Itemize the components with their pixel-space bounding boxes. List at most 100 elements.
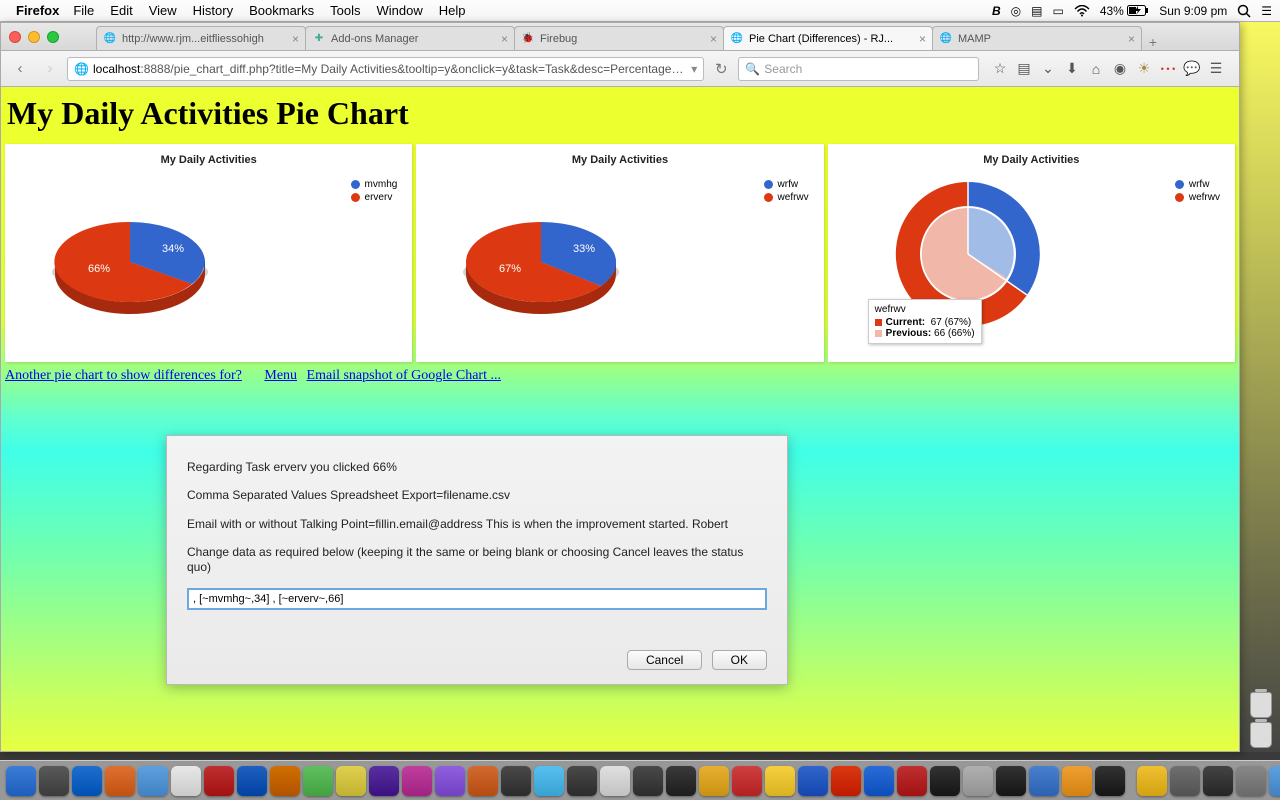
tab-close-icon[interactable]: × <box>501 32 508 46</box>
dropdown-icon[interactable]: ▾ <box>691 62 697 76</box>
dock-app-icon[interactable] <box>930 766 960 796</box>
legend-label: wrfw <box>778 179 799 190</box>
search-input[interactable]: 🔍 Search <box>738 57 979 81</box>
menu-tools[interactable]: Tools <box>330 3 360 18</box>
dock-app-icon[interactable] <box>1029 766 1059 796</box>
dock-app-icon[interactable] <box>303 766 333 796</box>
dock-app-icon[interactable] <box>468 766 498 796</box>
dock-app-icon[interactable] <box>435 766 465 796</box>
tooltip-swatch <box>875 319 882 326</box>
tab-4[interactable]: 🌐Pie Chart (Differences) - RJ...× <box>723 26 933 50</box>
dock-app-icon[interactable] <box>501 766 531 796</box>
sync-icon[interactable]: ◉ <box>1111 60 1129 78</box>
downloads-icon[interactable]: ⬇ <box>1063 60 1081 78</box>
dock-app-icon[interactable] <box>1203 766 1233 796</box>
menu-edit[interactable]: Edit <box>110 3 132 18</box>
ok-button[interactable]: OK <box>712 650 767 670</box>
dock-app-icon[interactable] <box>171 766 201 796</box>
pie-chart-1[interactable]: 34% 66% <box>35 184 235 344</box>
reader-icon[interactable]: ▤ <box>1015 60 1033 78</box>
dock-app-icon[interactable] <box>600 766 630 796</box>
dock-app-icon[interactable] <box>138 766 168 796</box>
dock-app-icon[interactable] <box>897 766 927 796</box>
dock-app-icon[interactable] <box>204 766 234 796</box>
dock-app-icon[interactable] <box>6 766 36 796</box>
dialog-text-4: Change data as required below (keeping i… <box>187 545 767 574</box>
dock-app-icon[interactable] <box>1170 766 1200 796</box>
menu-window[interactable]: Window <box>377 3 423 18</box>
dock-app-icon[interactable] <box>732 766 762 796</box>
menu-file[interactable]: File <box>73 3 94 18</box>
dock-app-icon[interactable] <box>402 766 432 796</box>
link-email[interactable]: Email snapshot of Google Chart ... <box>307 368 501 383</box>
status-b-icon[interactable]: B <box>992 4 1001 18</box>
tab-close-icon[interactable]: × <box>710 32 717 46</box>
window-minimize-button[interactable] <box>28 31 40 43</box>
dock-app-icon[interactable] <box>1062 766 1092 796</box>
dock-app-icon[interactable] <box>666 766 696 796</box>
status-battery[interactable]: 43% <box>1100 4 1149 18</box>
status-circle-icon[interactable]: ◎ <box>1011 4 1021 18</box>
link-menu[interactable]: Menu <box>264 368 297 383</box>
dock-app-icon[interactable] <box>633 766 663 796</box>
reload-button[interactable]: ↻ <box>708 56 734 82</box>
dock-app-icon[interactable] <box>963 766 993 796</box>
status-airplay-icon[interactable]: ▭ <box>1052 4 1063 18</box>
ext1-icon[interactable]: ☀ <box>1135 60 1153 78</box>
dock-app-icon[interactable] <box>798 766 828 796</box>
ext2-icon[interactable]: • • • <box>1159 60 1177 78</box>
window-maximize-button[interactable] <box>47 31 59 43</box>
back-button[interactable]: ‹ <box>7 56 33 82</box>
dock-app-icon[interactable] <box>39 766 69 796</box>
dock-app-icon[interactable] <box>1095 766 1125 796</box>
app-name[interactable]: Firefox <box>16 3 59 18</box>
dock-app-icon[interactable] <box>1137 766 1167 796</box>
dock-app-icon[interactable] <box>765 766 795 796</box>
home-icon[interactable]: ⌂ <box>1087 60 1105 78</box>
dock-app-icon[interactable] <box>105 766 135 796</box>
dock-app-icon[interactable] <box>369 766 399 796</box>
link-another[interactable]: Another pie chart to show differences fo… <box>5 368 242 383</box>
url-input[interactable]: 🌐 localhost:8888/pie_chart_diff.php?titl… <box>67 57 704 81</box>
cancel-button[interactable]: Cancel <box>627 650 702 670</box>
dock-app-icon[interactable] <box>336 766 366 796</box>
dock-app-icon[interactable] <box>864 766 894 796</box>
menu-icon[interactable]: ☰ <box>1207 60 1225 78</box>
tab-close-icon[interactable]: × <box>292 32 299 46</box>
dock-app-icon[interactable] <box>1236 766 1266 796</box>
window-close-button[interactable] <box>9 31 21 43</box>
tooltip-current: 67 (67%) <box>931 317 972 328</box>
dock-app-icon[interactable] <box>270 766 300 796</box>
dock-app-icon[interactable] <box>237 766 267 796</box>
spotlight-icon[interactable] <box>1237 4 1251 18</box>
tab-1[interactable]: 🌐http://www.rjm...eitfliessohigh× <box>96 26 306 50</box>
dock-app-icon[interactable] <box>534 766 564 796</box>
tab-5[interactable]: 🌐MAMP× <box>932 26 1142 50</box>
tab-close-icon[interactable]: × <box>1128 32 1135 46</box>
status-wifi-icon[interactable] <box>1074 5 1090 17</box>
status-clock[interactable]: Sun 9:09 pm <box>1159 4 1227 18</box>
tab-close-icon[interactable]: × <box>919 32 926 46</box>
dock-app-icon[interactable] <box>831 766 861 796</box>
menu-help[interactable]: Help <box>439 3 466 18</box>
status-menu-icon[interactable]: ▤ <box>1031 4 1042 18</box>
favicon-icon: 🌐 <box>103 32 117 46</box>
pocket-icon[interactable]: ⌄ <box>1039 60 1057 78</box>
menu-bookmarks[interactable]: Bookmarks <box>249 3 314 18</box>
dock-app-icon[interactable] <box>699 766 729 796</box>
forward-button[interactable]: › <box>37 56 63 82</box>
menu-view[interactable]: View <box>149 3 177 18</box>
notifications-icon[interactable]: ☰ <box>1261 4 1272 18</box>
new-tab-button[interactable]: + <box>1141 34 1165 50</box>
dock-app-icon[interactable] <box>567 766 597 796</box>
pie-chart-2[interactable]: 33% 67% <box>446 184 646 344</box>
dock-app-icon[interactable] <box>996 766 1026 796</box>
ext3-icon[interactable]: 💬 <box>1183 60 1201 78</box>
dialog-input[interactable] <box>187 588 767 610</box>
star-icon[interactable]: ☆ <box>991 60 1009 78</box>
tab-3[interactable]: 🐞Firebug× <box>514 26 724 50</box>
dock-app-icon[interactable] <box>1269 766 1280 796</box>
tab-2[interactable]: ✚Add-ons Manager× <box>305 26 515 50</box>
menu-history[interactable]: History <box>193 3 233 18</box>
dock-app-icon[interactable] <box>72 766 102 796</box>
